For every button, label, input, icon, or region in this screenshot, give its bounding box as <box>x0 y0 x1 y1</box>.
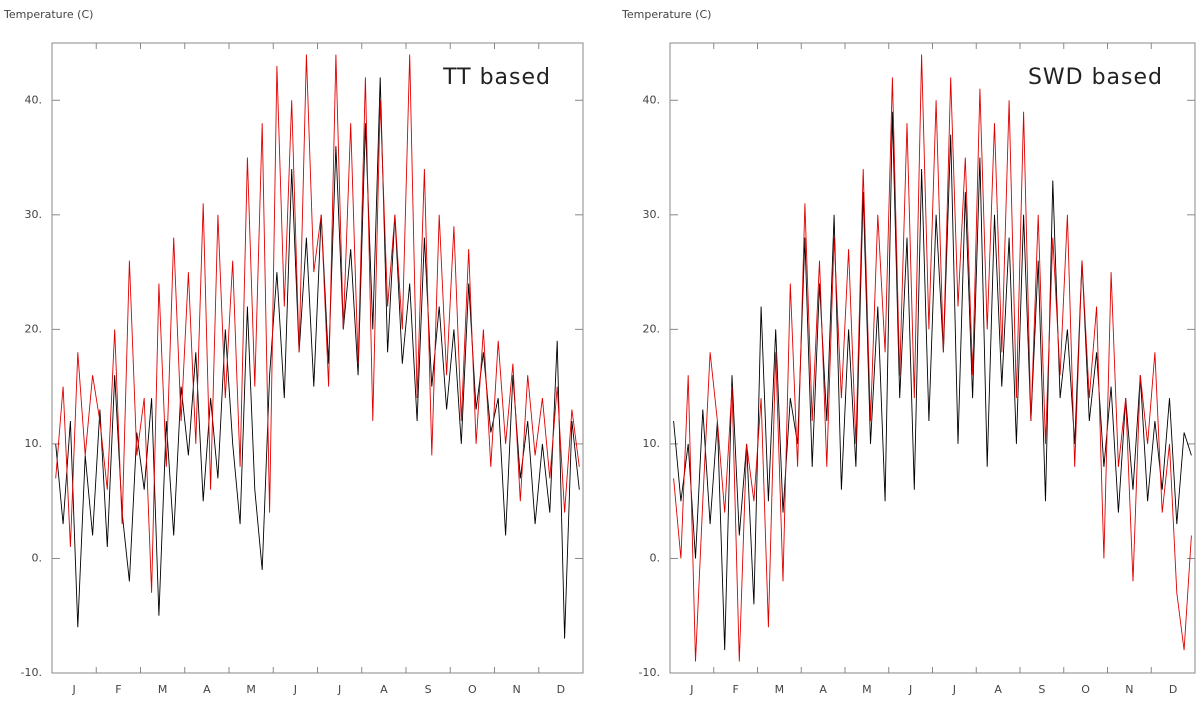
series-line <box>673 54 1192 662</box>
x-tick-label: A <box>819 683 827 696</box>
x-tick-label: D <box>557 683 565 696</box>
x-tick-label: A <box>994 683 1002 696</box>
y-tick-label: 0. <box>650 551 661 564</box>
x-tick-label: N <box>513 683 521 696</box>
x-tick-label: F <box>115 683 121 696</box>
series-line <box>55 77 580 639</box>
x-tick-label: O <box>468 683 477 696</box>
x-tick-label: J <box>293 683 297 696</box>
x-tick-label: J <box>337 683 341 696</box>
x-tick-label: M <box>158 683 168 696</box>
panel: Temperature (C) SWD based -10. 0. 10. 20. 30. 4… <box>621 8 1196 696</box>
x-tick-label: M <box>246 683 256 696</box>
x-tick-label: M <box>862 683 872 696</box>
x-tick-label: S <box>425 683 432 696</box>
x-tick-label: A <box>380 683 388 696</box>
y-tick-label: 10. <box>643 437 661 450</box>
x-tick-label: D <box>1169 683 1177 696</box>
x-tick-label: O <box>1081 683 1090 696</box>
y-tick-label: 30. <box>643 208 661 221</box>
x-tick-label: F <box>732 683 738 696</box>
series-line <box>673 111 1192 651</box>
y-tick-label: -10. <box>639 666 660 679</box>
y-axis-title: Temperature (C) <box>3 8 93 21</box>
annotation: TT based <box>442 65 551 90</box>
y-axis-title: Temperature (C) <box>621 8 711 21</box>
x-tick-label: J <box>908 683 912 696</box>
plot-frame <box>51 42 584 674</box>
x-tick-label: M <box>775 683 785 696</box>
plot-frame <box>669 42 1196 674</box>
y-tick-label: 10. <box>25 437 43 450</box>
y-tick-label: 20. <box>25 322 43 335</box>
panel: Temperature (C) TT based -10. 0. 10. 20. 30. 40… <box>3 8 584 696</box>
x-tick-label: J <box>72 683 76 696</box>
y-tick-label: 0. <box>32 551 43 564</box>
x-tick-label: N <box>1125 683 1133 696</box>
y-tick-label: 30. <box>25 208 43 221</box>
y-tick-label: 40. <box>643 93 661 106</box>
y-tick-label: 40. <box>25 93 43 106</box>
x-tick-label: J <box>689 683 693 696</box>
annotation: SWD based <box>1028 65 1163 90</box>
x-tick-label: J <box>952 683 956 696</box>
x-tick-label: A <box>203 683 211 696</box>
x-tick-label: S <box>1038 683 1045 696</box>
y-tick-label: 20. <box>643 322 661 335</box>
y-tick-label: -10. <box>21 666 42 679</box>
series-line <box>55 54 580 593</box>
